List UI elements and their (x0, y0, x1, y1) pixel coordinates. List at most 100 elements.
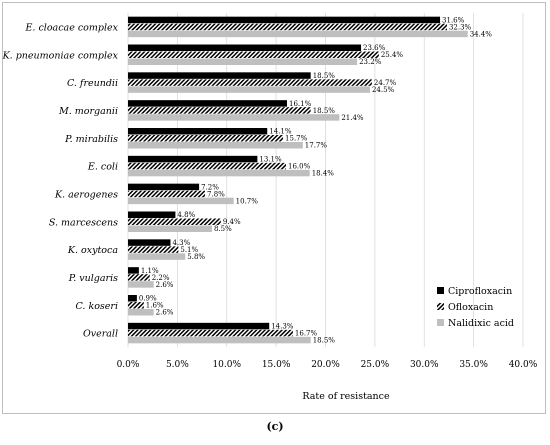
data-label: 18.5% (313, 107, 336, 115)
legend-swatch (437, 303, 444, 310)
data-label: 15.7% (285, 135, 308, 143)
bar (128, 211, 176, 218)
bar (128, 169, 310, 177)
data-label: 18.4% (312, 170, 335, 178)
bar (128, 197, 234, 205)
data-label: 16.0% (288, 163, 311, 171)
category-label: Overall (83, 329, 118, 340)
bar (128, 72, 311, 79)
bar (128, 23, 447, 31)
x-tick-label: 15.0% (262, 360, 291, 370)
bar (128, 155, 258, 163)
category-label: P. mirabilis (64, 134, 118, 145)
bars (128, 16, 468, 344)
bar (128, 128, 268, 135)
legend: Ciprofloxacin Ofloxacin Nalidixic acid (437, 286, 514, 329)
bar (128, 51, 379, 58)
bar (128, 295, 137, 302)
data-label: 2.6% (156, 309, 174, 317)
category-label: P. vulgaris (68, 273, 118, 284)
data-label: 16.1% (289, 100, 312, 108)
figure-caption: (c) (266, 420, 284, 433)
category-label: C. koseri (75, 301, 118, 312)
data-label: 7.2% (201, 183, 219, 191)
bar (128, 246, 179, 253)
data-label: 2.2% (152, 274, 170, 282)
data-label: 23.6% (363, 44, 386, 52)
bar (128, 336, 311, 344)
data-label: 9.4% (223, 218, 241, 226)
data-label: 13.1% (259, 156, 282, 164)
legend-swatch (437, 287, 444, 294)
data-label: 18.5% (313, 337, 336, 345)
data-label: 18.5% (313, 72, 336, 80)
bar (128, 30, 468, 38)
data-label: 14.3% (271, 323, 294, 331)
data-label: 25.4% (381, 51, 404, 59)
chart-frame (2, 2, 546, 414)
x-axis-title: Rate of resistance (302, 391, 390, 402)
data-label: 1.1% (141, 267, 159, 275)
data-label: 17.7% (305, 142, 328, 150)
bar (128, 162, 286, 170)
bar (128, 86, 370, 93)
data-label: 24.7% (374, 79, 397, 87)
bar (128, 16, 441, 24)
bar (128, 239, 171, 246)
bar (128, 329, 293, 337)
resistance-bar-chart: 31.6%32.3%34.4% 23.6%25.4%23.2% 18.5% 24.7%… (2, 13, 538, 402)
bar (128, 302, 144, 309)
legend-label: Ofloxacin (448, 302, 493, 313)
data-label: 4.3% (172, 239, 190, 247)
gridlines (127, 13, 524, 347)
bar (128, 114, 340, 121)
legend-swatch (437, 319, 444, 326)
bar (128, 107, 311, 114)
data-label: 0.9% (139, 295, 157, 303)
category-label: E. coli (87, 162, 118, 173)
category-label: K. pneumoniae complex (2, 50, 119, 61)
data-label: 7.8% (207, 190, 225, 198)
data-label: 2.6% (156, 281, 174, 289)
x-tick-label: 25.0% (361, 360, 390, 370)
category-label: M. morganii (58, 106, 118, 117)
x-tick-labels: 0.0% 5.0% 10.0% 15.0% 20.0% 25.0% 30.0% 35.0% 40… (117, 360, 538, 370)
data-label: 8.5% (214, 225, 232, 233)
data-label: 10.7% (236, 197, 259, 205)
data-label: 21.4% (341, 114, 364, 122)
x-tick-label: 40.0% (509, 360, 538, 370)
legend-label: Nalidixic acid (448, 318, 514, 329)
data-labels: 31.6%32.3%34.4% 23.6%25.4%23.2% 18.5% 24.7%… (139, 16, 492, 344)
data-label: 1.6% (146, 302, 164, 310)
x-tick-label: 30.0% (410, 360, 439, 370)
data-label: 23.2% (359, 58, 382, 66)
x-tick-label: 20.0% (311, 360, 340, 370)
bar (128, 44, 362, 51)
bar (128, 274, 150, 281)
data-label: 16.7% (295, 330, 318, 338)
data-label: 32.3% (449, 23, 472, 31)
data-label: 4.8% (177, 211, 195, 219)
data-label: 24.5% (372, 86, 395, 94)
bar (128, 281, 154, 288)
category-label: C. freundii (67, 78, 118, 89)
category-labels: E. cloacae complex K. pneumoniae complex C… (2, 22, 119, 339)
category-label: K. aerogenes (54, 189, 118, 200)
x-tick-label: 0.0% (117, 360, 140, 370)
x-tick-label: 35.0% (459, 360, 488, 370)
bar (128, 218, 221, 225)
bar (128, 142, 303, 149)
data-label: 5.8% (187, 253, 205, 261)
x-tick-label: 10.0% (212, 360, 241, 370)
bar (128, 225, 212, 232)
bar (128, 183, 200, 191)
category-label: K. oxytoca (67, 245, 118, 256)
bar (128, 79, 372, 86)
data-label: 31.6% (442, 16, 465, 24)
data-label: 34.4% (470, 30, 493, 38)
bar (128, 190, 206, 198)
bar (128, 135, 284, 142)
bar (128, 309, 154, 316)
bar (128, 100, 287, 107)
bar (128, 322, 270, 330)
